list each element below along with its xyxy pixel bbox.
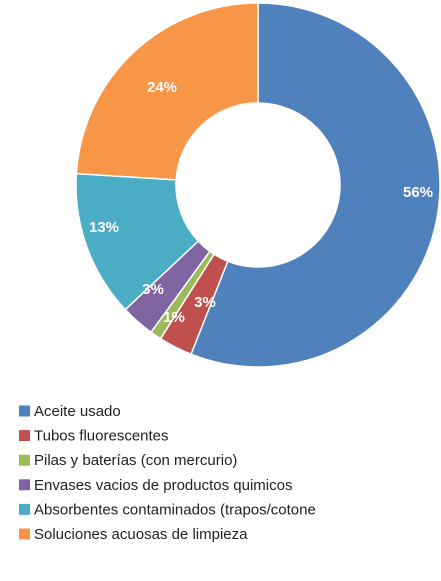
donut-slice: [75, 172, 200, 311]
data-label: 56%: [403, 184, 433, 201]
legend-swatch: [19, 430, 30, 442]
legend-label: Aceite usado: [34, 403, 121, 420]
data-label: 24%: [147, 79, 177, 96]
legend-label: Envases vacios de productos quimicos: [34, 477, 292, 494]
donut-slice: [75, 2, 259, 181]
donut-slice: [190, 2, 441, 368]
data-label: 13%: [89, 219, 119, 236]
legend-swatch: [19, 405, 30, 417]
data-label: 3%: [142, 281, 164, 298]
data-label: 1%: [163, 309, 185, 326]
legend-label: Absorbentes contaminados (trapos/cotone: [34, 501, 316, 518]
legend-swatch: [19, 503, 30, 515]
legend-label: Soluciones acuosas de limpieza: [34, 526, 248, 543]
legend-swatch: [19, 528, 30, 540]
legend-swatch: [19, 454, 30, 466]
legend-label: Tubos fluorescentes: [34, 428, 169, 445]
legend-swatch: [19, 479, 30, 491]
data-label: 3%: [194, 294, 216, 311]
legend-label: Pilas y baterías (con mercurio): [34, 452, 237, 469]
